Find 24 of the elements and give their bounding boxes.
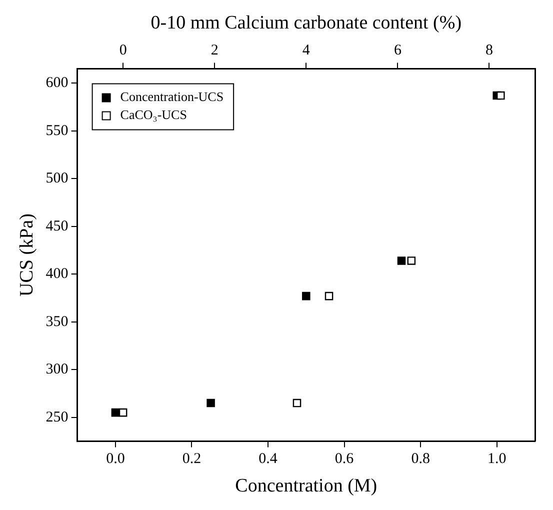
x-tick-label: 0.2 bbox=[182, 451, 202, 468]
x-tick-label: 0.8 bbox=[411, 451, 430, 468]
y-tick-label: 450 bbox=[46, 218, 68, 234]
x-axis-title: Concentration (M) bbox=[235, 476, 378, 497]
x2-tick-label: 4 bbox=[302, 42, 310, 59]
x-tick-label: 0.4 bbox=[258, 451, 278, 468]
x2-tick-label: 0 bbox=[119, 42, 127, 59]
x2-tick-label: 2 bbox=[210, 42, 218, 59]
y-tick-label: 500 bbox=[46, 170, 68, 187]
y-tick-label: 250 bbox=[46, 409, 68, 426]
y-axis-title: UCS (kPa) bbox=[16, 214, 38, 296]
x-tick-label: 0.0 bbox=[106, 451, 125, 468]
y-tick-label: 400 bbox=[46, 266, 68, 282]
x-tick-label: 0.6 bbox=[334, 451, 354, 468]
y-tick-label: 350 bbox=[46, 314, 68, 330]
legend-label: CaCO₃-UCS bbox=[120, 107, 187, 122]
x2-axis-title: 0-10 mm Calcium carbonate content (%) bbox=[150, 12, 462, 34]
x2-tick-label: 6 bbox=[394, 42, 402, 59]
y-tick-label: 600 bbox=[46, 75, 68, 92]
x-tick-label: 1.0 bbox=[487, 451, 506, 468]
x2-tick-label: 8 bbox=[485, 42, 493, 59]
legend-label: Concentration-UCS bbox=[120, 89, 224, 104]
y-tick-label: 300 bbox=[46, 362, 68, 378]
y-tick-label: 550 bbox=[46, 122, 68, 139]
